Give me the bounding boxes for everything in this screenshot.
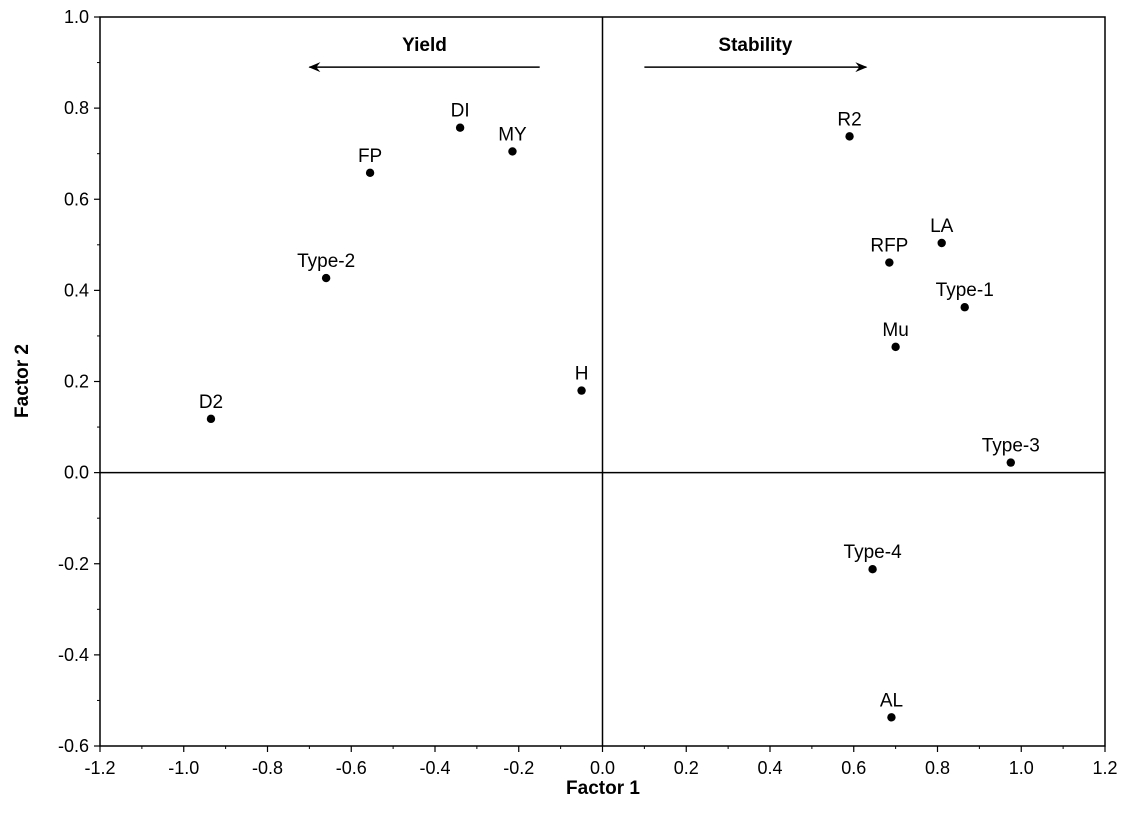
point-type-1 <box>960 303 969 312</box>
y-tick-label: 0.2 <box>64 372 89 392</box>
point-label-my: MY <box>498 124 527 145</box>
stability-label: Stability <box>718 35 792 56</box>
x-tick-label: 1.0 <box>1009 758 1034 778</box>
x-tick-label: 0.0 <box>590 758 615 778</box>
point-label-di: DI <box>451 101 470 122</box>
point-label-h: H <box>575 364 589 385</box>
x-tick-label: -0.8 <box>252 758 283 778</box>
point-label-la: LA <box>930 216 954 237</box>
x-axis-title: Factor 1 <box>566 778 640 799</box>
point-label-al: AL <box>880 690 903 711</box>
point-al <box>887 713 896 722</box>
point-label-d2: D2 <box>199 392 223 413</box>
y-tick-label: 0.0 <box>64 463 89 483</box>
x-tick-label: -1.2 <box>84 758 115 778</box>
x-axis: -1.2 -1.0 -0.8 -0.6 -0.4 -0.2 0.0 0.2 0.4 0.6 0.8 1… <box>84 746 1118 778</box>
annotations: Yield Stability <box>308 35 868 73</box>
x-tick-label: 1.2 <box>1092 758 1117 778</box>
yield-label: Yield <box>402 35 447 56</box>
data-points: DI MY FP Type-2 D2 H R2 LA RFP Type-1 Mu Type-3 Type… <box>199 101 1040 722</box>
point-type-2 <box>321 273 331 283</box>
point-d2 <box>206 414 216 424</box>
point-label-type-1: Type-1 <box>936 280 994 301</box>
y-axis-title: Factor 2 <box>12 344 33 418</box>
x-tick-label: 0.2 <box>674 758 699 778</box>
y-axis: -0.6 -0.4 -0.2 0.0 0.2 0.4 0.6 0.8 1.0 <box>58 7 100 756</box>
point-h <box>577 386 586 395</box>
point-mu <box>891 342 900 352</box>
point-fp <box>365 168 375 178</box>
y-tick-label: -0.2 <box>58 554 89 574</box>
point-type-3 <box>1006 458 1015 467</box>
y-tick-label: -0.6 <box>58 736 89 756</box>
y-tick-label: 0.4 <box>64 280 89 300</box>
point-label-fp: FP <box>358 146 382 167</box>
reference-lines <box>100 17 1105 746</box>
x-tick-label: -0.2 <box>503 758 534 778</box>
y-tick-label: 0.6 <box>64 189 89 209</box>
x-tick-label: 0.8 <box>925 758 950 778</box>
point-label-rfp: RFP <box>870 236 908 257</box>
point-rfp <box>885 258 894 267</box>
point-la <box>937 238 946 248</box>
point-my <box>508 147 517 156</box>
y-tick-label: 0.8 <box>64 98 89 118</box>
point-r2 <box>845 132 854 141</box>
point-type-4 <box>868 565 877 574</box>
point-label-type-3: Type-3 <box>982 436 1040 457</box>
point-label-r2: R2 <box>837 109 861 130</box>
x-tick-label: -0.4 <box>419 758 450 778</box>
point-label-type-2: Type-2 <box>297 251 355 272</box>
point-label-mu: Mu <box>882 320 908 341</box>
minor-ticks <box>97 62 1064 749</box>
x-tick-label: -0.6 <box>336 758 367 778</box>
point-label-type-4: Type-4 <box>844 542 903 563</box>
y-tick-label: 1.0 <box>64 7 89 27</box>
y-tick-label: -0.4 <box>58 645 89 665</box>
point-di <box>455 123 465 132</box>
x-tick-label: 0.4 <box>757 758 782 778</box>
x-tick-label: 0.6 <box>841 758 866 778</box>
x-tick-label: -1.0 <box>168 758 199 778</box>
